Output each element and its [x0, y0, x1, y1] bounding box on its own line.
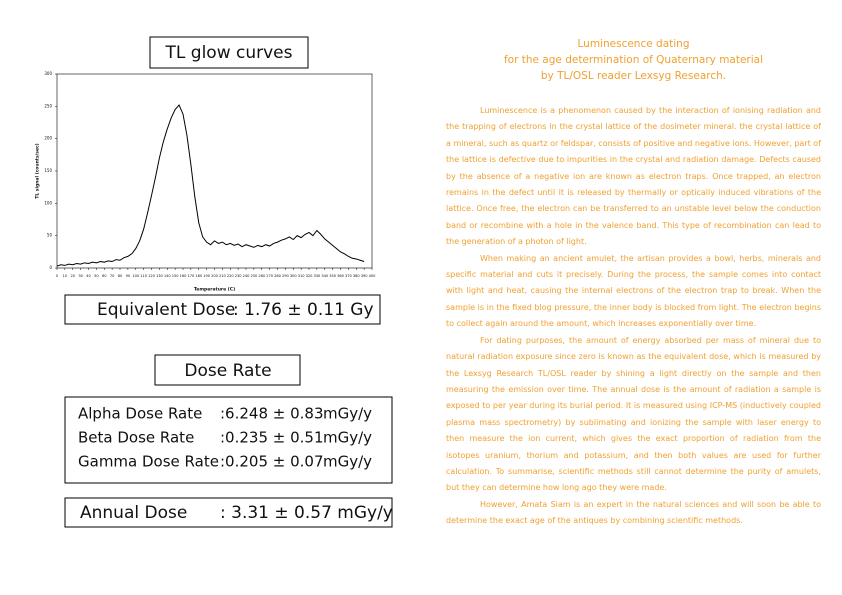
x-tick-label: 340 — [321, 274, 329, 278]
article: Luminescence dating for the age determina… — [446, 36, 821, 530]
x-tick-label: 200 — [211, 274, 219, 278]
article-body: Luminescence is a phenomenon caused by t… — [446, 103, 821, 530]
annual-dose-label: Annual Dose — [80, 503, 187, 523]
x-tick-label: 140 — [164, 274, 172, 278]
glow-curve — [56, 104, 365, 267]
dose-rate-unit: mGy/y — [323, 429, 372, 447]
x-axis-label: Temperature (C) — [194, 287, 235, 293]
x-tick-label: 0 — [56, 274, 59, 278]
dose-rates-box — [64, 396, 393, 484]
dose-rate-title: Dose Rate — [184, 361, 271, 381]
paragraph: When making an ancient amulet, the artis… — [446, 253, 821, 329]
x-tick-label: 390 — [361, 274, 369, 278]
x-tick-label: 270 — [266, 274, 274, 278]
annual-dose-value: : 3.31 ± 0.57 mGy/y — [220, 503, 393, 523]
x-tick-label: 80 — [118, 274, 123, 278]
chart-title-box — [149, 36, 309, 69]
x-tick-label: 100 — [132, 274, 140, 278]
dose-rate-label: Alpha Dose Rate — [78, 405, 202, 423]
y-tick-label: 300 — [44, 71, 52, 76]
article-title-line: for the age determination of Quaternary … — [503, 54, 764, 66]
y-tick-label: 250 — [44, 103, 52, 108]
x-tick-label: 30 — [78, 274, 83, 278]
dose-rate-value: :6.248 ± 0.83 — [220, 405, 324, 423]
y-tick-label: 200 — [44, 136, 52, 141]
paragraph: For dating purposes, the amount of energ… — [446, 335, 821, 493]
y-tick-label: 0 — [49, 265, 52, 270]
x-tick-label: 350 — [329, 274, 337, 278]
chart-title: TL glow curves — [165, 43, 293, 63]
equivalent-dose-box — [64, 294, 381, 325]
x-tick-label: 180 — [195, 274, 203, 278]
paragraph: However, Amata Siam is an expert in the … — [446, 499, 821, 526]
x-tick-label: 120 — [148, 274, 156, 278]
y-tick-label: 100 — [44, 200, 52, 205]
x-tick-label: 370 — [345, 274, 353, 278]
x-tick-label: 170 — [187, 274, 195, 278]
x-tick-label: 290 — [282, 274, 290, 278]
dose-rate-value: :0.235 ± 0.51 — [220, 429, 324, 447]
x-tick-label: 90 — [126, 274, 131, 278]
article-title: Luminescence dating for the age determina… — [446, 36, 821, 84]
x-tick-label: 330 — [313, 274, 321, 278]
dose-rate-label: Gamma Dose Rate — [78, 453, 219, 471]
article-title-line: by TL/OSL reader Lexsyg Research. — [540, 70, 727, 82]
annual-dose-box — [64, 497, 393, 528]
y-tick-label: 50 — [47, 233, 53, 238]
x-tick-label: 400 — [369, 274, 377, 278]
x-tick-label: 70 — [110, 274, 115, 278]
x-tick-label: 160 — [180, 274, 188, 278]
y-axis-label: TL signal (counts/sec) — [35, 143, 41, 198]
x-tick-label: 10 — [63, 274, 68, 278]
x-tick-label: 260 — [258, 274, 266, 278]
x-tick-label: 250 — [250, 274, 258, 278]
dose-rate-box — [154, 354, 301, 386]
equivalent-dose-value: : 1.76 ± 0.11 Gy — [233, 300, 374, 320]
x-tick-label: 110 — [140, 274, 148, 278]
dose-rate-label: Beta Dose Rate — [78, 429, 194, 447]
x-tick-label: 240 — [243, 274, 251, 278]
x-tick-label: 220 — [227, 274, 235, 278]
x-tick-label: 40 — [86, 274, 91, 278]
x-tick-label: 150 — [172, 274, 180, 278]
x-tick-label: 310 — [298, 274, 306, 278]
x-tick-label: 300 — [290, 274, 298, 278]
dose-rate-unit: mGy/y — [323, 453, 372, 471]
x-tick-label: 230 — [235, 274, 243, 278]
x-tick-label: 50 — [94, 274, 99, 278]
equivalent-dose-label: Equivalent Dose — [97, 300, 235, 320]
x-tick-label: 360 — [337, 274, 345, 278]
x-tick-label: 190 — [203, 274, 211, 278]
x-tick-label: 210 — [219, 274, 227, 278]
x-tick-label: 380 — [353, 274, 361, 278]
dose-rate-value: :0.205 ± 0.07 — [220, 453, 324, 471]
x-tick-label: 60 — [102, 274, 107, 278]
x-tick-label: 320 — [306, 274, 314, 278]
paragraph: Luminescence is a phenomenon caused by t… — [446, 106, 821, 247]
x-tick-label: 280 — [274, 274, 282, 278]
y-tick-label: 150 — [44, 168, 52, 173]
x-tick-label: 20 — [70, 274, 75, 278]
article-title-line: Luminescence dating — [577, 38, 690, 50]
dose-rate-unit: mGy/y — [323, 405, 372, 423]
x-tick-label: 130 — [156, 274, 164, 278]
